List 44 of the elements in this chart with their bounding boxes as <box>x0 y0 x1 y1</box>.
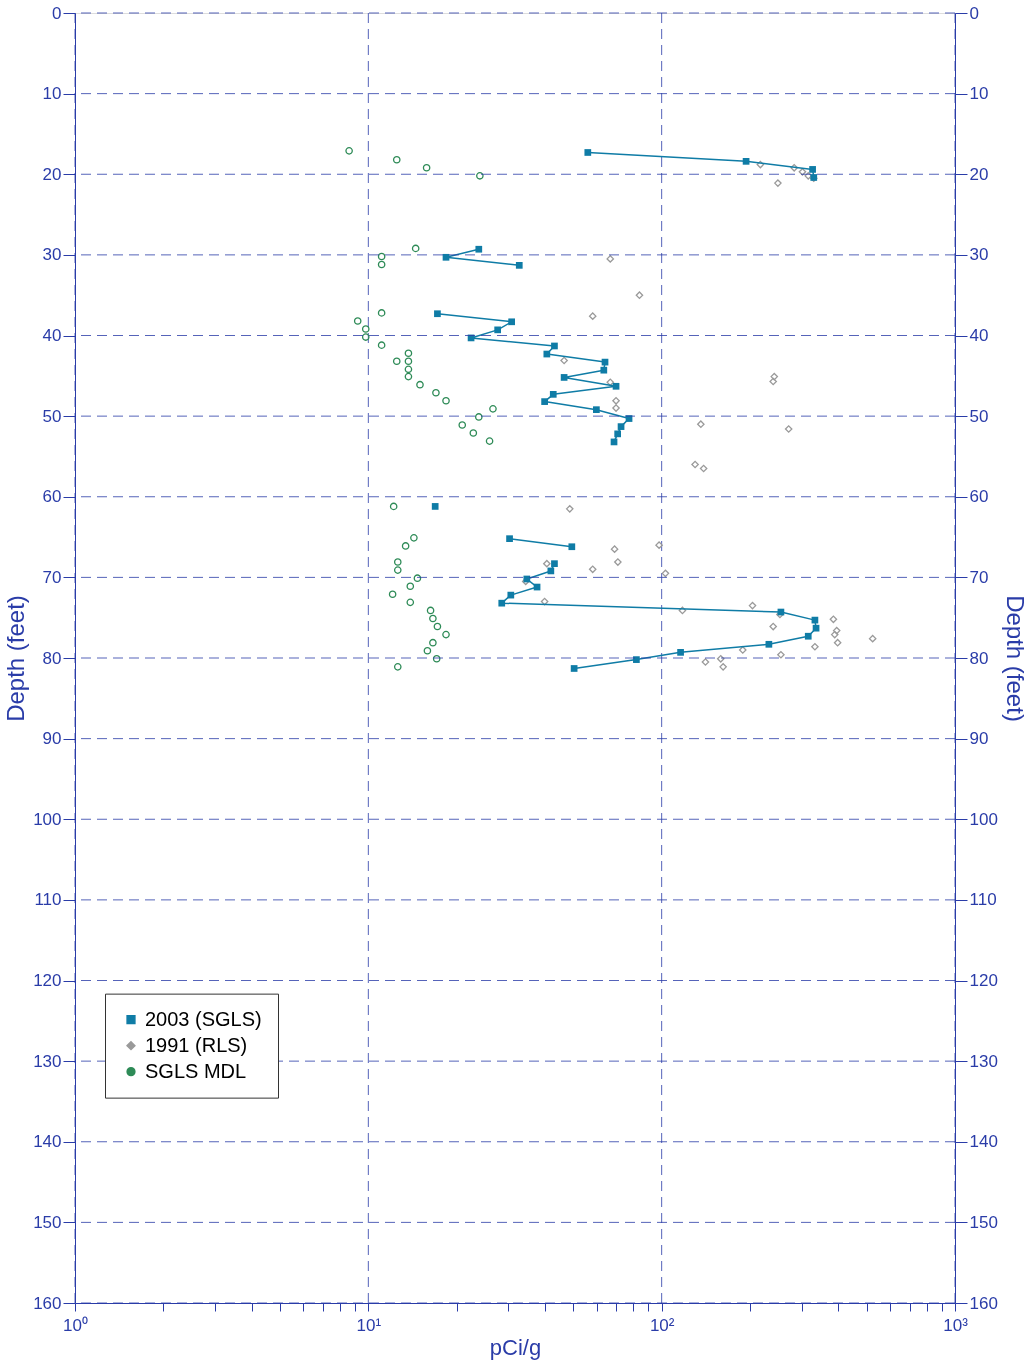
y-tick-label: 110 <box>34 890 62 910</box>
y2-tick-label: 30 <box>969 245 989 265</box>
y-tick-label: 60 <box>42 487 62 507</box>
y2-tick-label: 120 <box>969 971 998 990</box>
y-tick-label: 80 <box>42 648 62 668</box>
x-tick-label: 10³ <box>943 1315 969 1335</box>
y-tick-label: 160 <box>33 1293 62 1313</box>
y2-tick-label: 70 <box>969 567 989 587</box>
y2-tick-label: 20 <box>969 164 989 184</box>
y-tick-label: 10 <box>42 84 62 104</box>
y-tick-label: 100 <box>33 809 62 829</box>
x-axis-title: pCi/g <box>489 1334 542 1360</box>
y-tick-label: 150 <box>33 1212 62 1232</box>
legend-label: 2003 (SGLS) <box>145 1007 262 1030</box>
y2-tick-label: 110 <box>969 890 997 910</box>
y2-axis-title: Depth (feet) <box>1001 595 1029 722</box>
y-tick-label: 90 <box>42 729 62 749</box>
x-tick-label: 10² <box>649 1315 675 1335</box>
y-axis-title: Depth (feet) <box>2 595 30 722</box>
y2-tick-label: 40 <box>969 326 989 345</box>
x-tick-label: 10¹ <box>356 1315 382 1335</box>
y2-tick-label: 50 <box>969 406 989 426</box>
y2-tick-label: 160 <box>969 1293 998 1313</box>
y-tick-label: 40 <box>42 326 62 345</box>
y-tick-label: 50 <box>42 406 62 426</box>
y2-tick-label: 150 <box>969 1212 998 1232</box>
y-tick-label: 120 <box>33 971 62 990</box>
y2-tick-label: 60 <box>969 487 989 507</box>
legend-label: SGLS MDL <box>145 1059 247 1082</box>
y-tick-label: 0 <box>52 3 62 23</box>
y2-tick-label: 140 <box>969 1132 998 1152</box>
y-tick-label: 70 <box>42 567 62 587</box>
y-tick-label: 140 <box>33 1132 62 1152</box>
y-tick-label: 130 <box>33 1051 62 1071</box>
y-tick-label: 20 <box>42 164 62 184</box>
y2-tick-label: 10 <box>969 84 989 104</box>
y2-tick-label: 100 <box>969 809 998 829</box>
y2-tick-label: 90 <box>969 729 989 749</box>
y2-tick-label: 0 <box>969 3 979 23</box>
y-tick-label: 30 <box>42 245 62 265</box>
y2-tick-label: 80 <box>969 648 989 668</box>
y2-tick-label: 130 <box>969 1051 998 1071</box>
x-tick-label: 10⁰ <box>63 1315 88 1335</box>
legend-label: 1991 (RLS) <box>145 1033 248 1056</box>
